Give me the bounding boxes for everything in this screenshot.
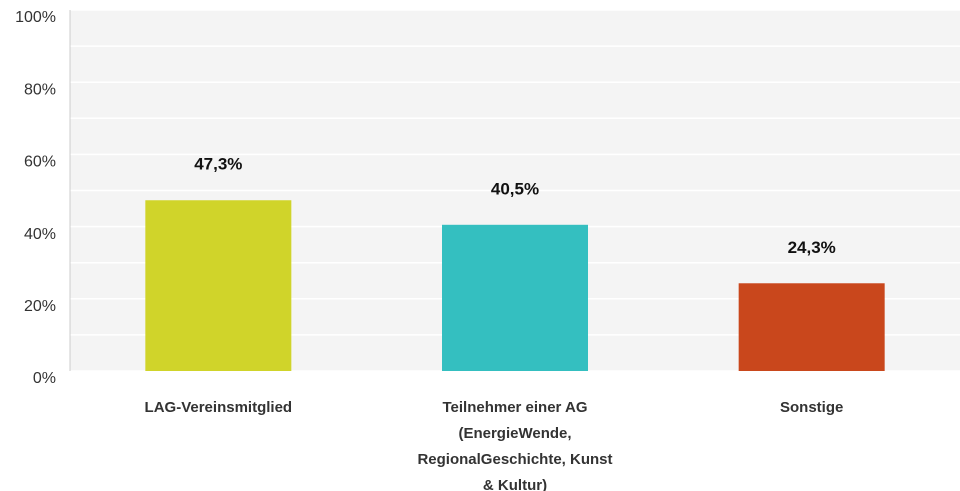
x-tick-label: Sonstige — [779, 399, 844, 416]
value-label: 47,3% — [194, 155, 242, 174]
y-tick-label: 0% — [33, 370, 56, 387]
y-tick-label: 60% — [24, 154, 56, 171]
y-tick-label: 40% — [24, 226, 56, 243]
x-tick-label: Teilnehmer einer AG (EnergieWende, Regio… — [417, 399, 613, 491]
value-label: 40,5% — [491, 179, 539, 198]
y-tick-label: 80% — [24, 81, 56, 98]
y-tick-label: 100% — [15, 9, 56, 26]
bar — [738, 283, 885, 371]
x-tick-label: LAG-Vereinsmitglied — [144, 399, 293, 416]
bar — [145, 200, 292, 371]
y-tick-label: 20% — [24, 298, 56, 315]
bar — [442, 224, 588, 371]
value-label: 24,3% — [788, 238, 836, 257]
